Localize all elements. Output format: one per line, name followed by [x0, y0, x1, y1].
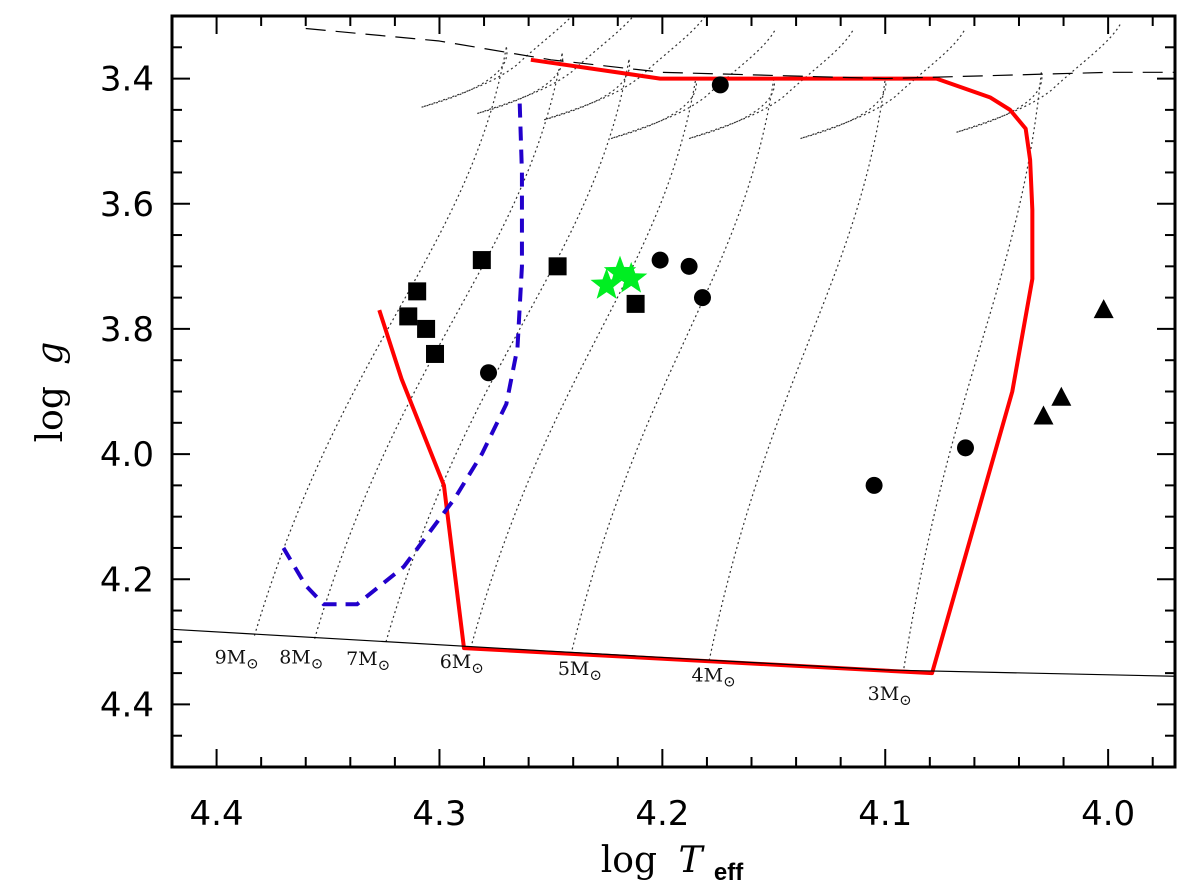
triangle-marker [1093, 299, 1114, 319]
square-marker [472, 251, 491, 270]
sun-symbol: ⊙ [246, 655, 259, 673]
circle-marker [693, 289, 711, 307]
mass-label: 3M⊙ [868, 683, 912, 709]
star-marker [603, 255, 637, 287]
boundary-lines [172, 27, 1175, 677]
square-marker [626, 294, 645, 313]
x-axis-title-subscript: eff [714, 859, 744, 886]
mass-track-line [470, 78, 697, 649]
sun-symbol: ⊙ [378, 656, 391, 674]
mass-track-line [253, 47, 507, 636]
square-marker [426, 344, 445, 363]
x-axis-tick-labels: 4.4 4.3 4.2 4.1 4.0 [190, 794, 1136, 834]
circle-marker [956, 439, 974, 457]
y-tick-label: 3.4 [100, 60, 154, 100]
mass-track-line [570, 78, 775, 655]
x-axis-title-symbol: T [678, 840, 705, 881]
mass-label-value: 8M [279, 647, 311, 669]
axis-ticks [172, 15, 1175, 768]
y-tick-label: 3.6 [100, 185, 154, 225]
x-axis-title: log T eff [601, 840, 744, 886]
mass-label-value: 5M [558, 658, 590, 680]
x-tick-label: 4.1 [858, 794, 912, 834]
mass-track-hook [956, 22, 1122, 133]
square-marker [399, 307, 418, 326]
x-tick-label: 4.4 [190, 794, 244, 834]
star-marker [590, 268, 623, 299]
circle-marker [865, 476, 883, 494]
y-tick-label: 4.4 [100, 685, 154, 725]
circle-marker [680, 257, 698, 275]
mass-label-value: 3M [868, 683, 900, 705]
mass-track-hook [800, 28, 966, 140]
mass-track-line [314, 53, 563, 639]
zams-line [172, 628, 1175, 677]
x-axis-title-prefix: log [601, 840, 657, 881]
circle-marker [480, 364, 498, 382]
triangle-marker [1033, 405, 1054, 425]
sun-symbol: ⊙ [311, 655, 324, 673]
mass-track-hook [610, 28, 777, 140]
y-tick-label: 3.8 [100, 310, 154, 350]
y-axis-tick-labels: 3.4 3.6 3.8 4.0 4.2 4.4 [100, 60, 154, 726]
mass-label: 5M⊙ [558, 658, 602, 684]
sun-symbol: ⊙ [723, 672, 736, 690]
sun-symbol: ⊙ [471, 659, 484, 677]
mass-labels: 9M⊙ 8M⊙ 7M⊙ 6M⊙ 5M⊙ 4M⊙3M⊙ [215, 647, 912, 709]
tams-line [305, 27, 1175, 80]
y-axis-title-prefix: log [30, 386, 71, 442]
y-axis-title-symbol: g [30, 342, 71, 365]
mass-label-value: 9M [215, 647, 247, 669]
blue-dashed-boundary-line [281, 103, 524, 607]
mass-label-value: 7M [346, 648, 378, 670]
square-marker [548, 257, 567, 276]
sun-symbol: ⊙ [589, 666, 602, 684]
square-marker [417, 319, 436, 338]
mass-label: 8M⊙ [279, 647, 323, 673]
sun-symbol: ⊙ [899, 691, 912, 709]
x-tick-label: 4.2 [635, 794, 689, 834]
mass-label: 7M⊙ [346, 648, 390, 674]
y-tick-label: 4.0 [100, 435, 154, 475]
mass-label: 4M⊙ [692, 664, 736, 690]
triangle-marker [1051, 386, 1072, 406]
mass-label-value: 4M [692, 664, 724, 686]
mass-label-value: 6M [440, 651, 472, 673]
circle-marker [651, 251, 669, 269]
y-axis-title: log g [30, 342, 71, 443]
square-marker [408, 282, 427, 301]
evolutionary-tracks [253, 16, 1122, 674]
x-tick-label: 4.3 [412, 794, 466, 834]
mass-label: 9M⊙ [215, 647, 259, 673]
mass-track-line [902, 72, 1042, 674]
x-tick-label: 4.0 [1081, 794, 1135, 834]
data-markers [399, 76, 1114, 494]
mass-label: 6M⊙ [440, 651, 484, 677]
red-boundary-line [377, 57, 1035, 676]
circle-marker [711, 76, 729, 94]
star-marker [615, 261, 648, 293]
mass-track-line [385, 59, 630, 643]
mass-track-line [708, 78, 886, 661]
y-tick-label: 4.2 [100, 560, 154, 600]
